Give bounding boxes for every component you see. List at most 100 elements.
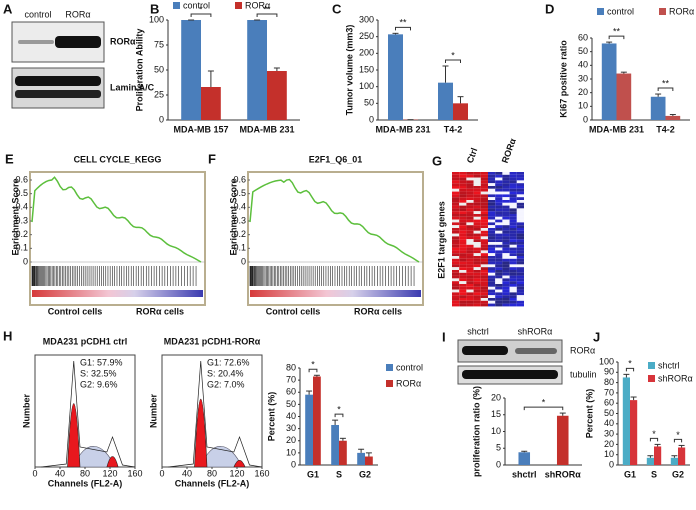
- heat-cell: [480, 208, 488, 212]
- heat-cell: [466, 258, 474, 262]
- heat-cell: [466, 242, 474, 245]
- heat-cell: [488, 186, 496, 189]
- heat-cell: [459, 284, 467, 287]
- group-label: RORα cells: [354, 306, 402, 316]
- heat-cell: [459, 214, 467, 217]
- heat-cell: [459, 208, 467, 212]
- bar: [313, 376, 321, 465]
- legend-label: RORα: [396, 378, 421, 388]
- heat-cell: [488, 211, 496, 214]
- bar: [453, 103, 468, 120]
- heat-cell: [495, 303, 503, 307]
- heat-cell: [516, 222, 524, 226]
- bar: [331, 424, 339, 465]
- heat-cell: [495, 284, 503, 287]
- y-tick-label: 50: [286, 399, 296, 409]
- heat-cell: [452, 233, 460, 237]
- group-label: Control cells: [266, 306, 321, 316]
- g2-peak: [106, 456, 119, 468]
- heat-cell: [473, 177, 481, 181]
- heat-cell: [509, 253, 517, 256]
- heat-cell: [509, 191, 517, 195]
- bar: [616, 73, 632, 120]
- g1-peak: [194, 398, 208, 468]
- heat-cell: [452, 200, 460, 203]
- heat-cell: [502, 202, 510, 206]
- heat-cell: [509, 303, 517, 307]
- heat-cell: [488, 200, 496, 203]
- heat-cell: [502, 205, 510, 209]
- bar: [678, 447, 686, 465]
- heat-cell: [488, 177, 496, 181]
- heat-cell: [473, 216, 481, 220]
- y-tick-label: 250: [359, 31, 374, 41]
- heat-cell: [480, 270, 488, 273]
- heat-cell: [452, 261, 460, 265]
- heat-cell: [459, 219, 467, 223]
- heat-cell: [509, 174, 517, 178]
- heat-cell: [459, 191, 467, 195]
- heat-cell: [452, 188, 460, 192]
- heat-cell: [466, 230, 474, 234]
- heat-cell: [509, 216, 517, 220]
- heat-cell: [466, 261, 474, 265]
- heat-cell: [516, 186, 524, 189]
- heat-cell: [495, 278, 503, 282]
- heat-cell: [502, 180, 510, 184]
- heat-cell: [473, 284, 481, 287]
- heat-cell: [509, 250, 517, 254]
- heat-cell: [516, 194, 524, 198]
- heat-cell: [509, 172, 517, 175]
- heat-cell: [502, 194, 510, 198]
- heat-cell: [495, 270, 503, 273]
- heat-cell: [459, 211, 467, 214]
- heat-cell: [502, 197, 510, 200]
- heat-cell: [473, 300, 481, 304]
- heat-cell: [459, 200, 467, 203]
- heat-cell: [459, 281, 467, 284]
- significance-bracket: [673, 438, 683, 443]
- lane-label: shRORα: [518, 326, 553, 336]
- heat-cell: [502, 225, 510, 228]
- heat-cell: [516, 216, 524, 220]
- heat-cell: [488, 230, 496, 234]
- heat-cell: [466, 286, 474, 290]
- y-tick-label: 0.4: [15, 202, 28, 212]
- heat-cell: [509, 183, 517, 186]
- heat-cell: [452, 256, 460, 259]
- heat-cell: [502, 264, 510, 268]
- heat-cell: [502, 200, 510, 203]
- heat-cell: [502, 214, 510, 217]
- heat-cell: [466, 247, 474, 251]
- y-tick-label: 0.6: [15, 174, 28, 184]
- heat-cell: [466, 270, 474, 273]
- heat-cell: [473, 230, 481, 234]
- heat-cell: [473, 228, 481, 231]
- heat-cell: [509, 295, 517, 298]
- heat-cell: [466, 267, 474, 270]
- heat-cell: [502, 247, 510, 251]
- heat-cell: [495, 239, 503, 242]
- heat-cell: [495, 183, 503, 186]
- heat-cell: [466, 233, 474, 237]
- heat-cell: [516, 205, 524, 209]
- plot-title: MDA231 pCDH1-RORα: [164, 336, 261, 346]
- heat-cell: [509, 289, 517, 293]
- x-tick-label: 40: [55, 468, 65, 478]
- heat-cell: [495, 281, 503, 284]
- heat-cell: [502, 298, 510, 301]
- heat-cell: [466, 298, 474, 301]
- heat-cell: [459, 256, 467, 259]
- heat-cell: [495, 230, 503, 234]
- heat-cell: [466, 278, 474, 282]
- heat-cell: [459, 278, 467, 282]
- heat-cell: [488, 197, 496, 200]
- heat-cell: [480, 211, 488, 214]
- y-tick-label: 40: [286, 411, 296, 421]
- heat-cell: [488, 219, 496, 223]
- x-tick-label: T4-2: [656, 124, 675, 134]
- heat-cell: [459, 242, 467, 245]
- heat-cell: [509, 230, 517, 234]
- heat-cell: [459, 258, 467, 262]
- heat-cell: [495, 194, 503, 198]
